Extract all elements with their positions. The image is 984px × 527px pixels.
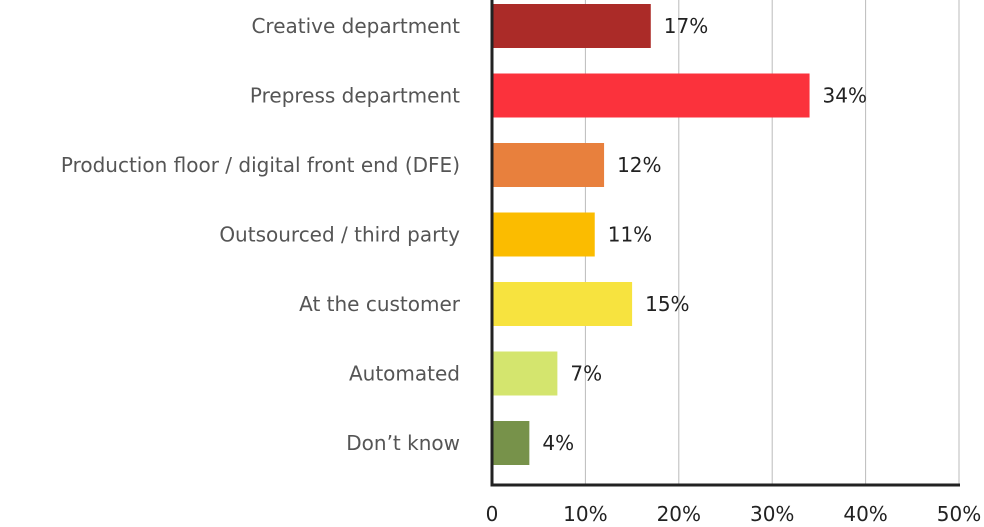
labels: Creative department 17% Prepress departmen… (61, 14, 981, 526)
category-label-automated: Automated (349, 362, 460, 386)
bars (492, 4, 810, 465)
value-label-at-the-customer: 15% (645, 292, 689, 316)
bar-creative-department (492, 4, 651, 48)
category-label-production-floor-digital-front-end-dfe: Production floor / digital front end (DF… (61, 153, 460, 177)
x-tick-label-30: 30% (750, 502, 794, 526)
value-label-production-floor-digital-front-end-dfe: 12% (617, 153, 661, 177)
value-label-prepress-department: 34% (823, 84, 867, 108)
bar-production-floor-digital-front-end-dfe (492, 143, 605, 187)
x-tick-label-50: 50% (937, 502, 981, 526)
x-tick-label-40: 40% (843, 502, 887, 526)
axes (490, 0, 960, 487)
value-label-don-t-know: 4% (542, 431, 574, 455)
bar-automated (492, 351, 558, 396)
category-label-at-the-customer: At the customer (299, 292, 461, 316)
bar-prepress-department (492, 73, 810, 118)
x-tick-label-10: 10% (563, 502, 607, 526)
category-label-prepress-department: Prepress department (250, 84, 460, 108)
category-label-creative-department: Creative department (251, 14, 460, 38)
value-label-automated: 7% (570, 362, 602, 386)
category-label-outsourced-third-party: Outsourced / third party (219, 223, 460, 247)
x-tick-label-20: 20% (657, 502, 701, 526)
x-tick-label-0: 0 (486, 502, 499, 526)
bar-at-the-customer (492, 282, 633, 326)
bar-outsourced-third-party (492, 212, 595, 257)
category-label-don-t-know: Don’t know (346, 431, 460, 455)
bar-don-t-know (492, 421, 530, 465)
value-label-outsourced-third-party: 11% (608, 223, 652, 247)
value-label-creative-department: 17% (664, 14, 708, 38)
